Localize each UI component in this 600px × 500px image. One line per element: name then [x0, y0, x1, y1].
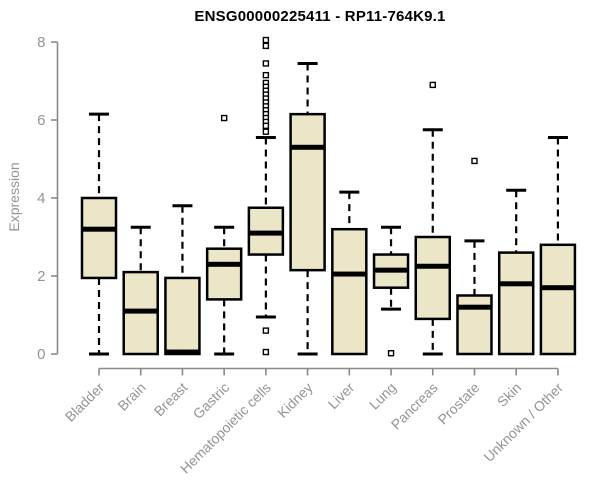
x-category-label-10: Skin [494, 379, 525, 410]
outlier-hematopoietic-cells-18 [262, 348, 270, 356]
y-tick-label-2: 2 [37, 268, 45, 285]
y-tick-label-4: 4 [37, 190, 45, 207]
outlier-hematopoietic-cells-16 [262, 128, 270, 135]
outlier-hematopoietic-cells-0 [262, 36, 270, 44]
median-bladder [82, 226, 116, 232]
boxplot-brain [122, 225, 159, 356]
y-axis-title: Expression [6, 162, 22, 232]
y-tick-label-8: 8 [37, 34, 45, 51]
median-unknown-other [540, 285, 575, 291]
boxplot-gastric [205, 114, 243, 356]
median-skin [499, 281, 534, 287]
x-category-label-11: Unknown / Other [480, 379, 566, 465]
box-skin [497, 251, 535, 356]
boxplot-hematopoietic-cells [247, 36, 285, 356]
box-bladder [80, 196, 118, 280]
x-category-label-7: Lung [366, 379, 399, 412]
outlier-hematopoietic-cells-3 [262, 71, 270, 79]
median-breast [165, 349, 200, 355]
median-liver [332, 271, 367, 277]
boxplot-pancreas [414, 81, 452, 356]
x-category-label-6: Liver [325, 379, 358, 412]
outlier-prostate-0 [471, 157, 478, 165]
box-gastric [205, 247, 243, 301]
median-kidney [290, 144, 325, 150]
outlier-hematopoietic-cells-17 [262, 327, 270, 334]
x-category-label-0: Bladder [62, 379, 108, 425]
boxplot-skin [497, 188, 535, 356]
outlier-hematopoietic-cells-1 [262, 42, 270, 50]
boxplot-bladder [80, 112, 118, 356]
outlier-lung-0 [387, 350, 395, 357]
boxplot-lung [372, 225, 410, 357]
boxplot-prostate [456, 157, 493, 356]
boxplot-unknown-other [539, 136, 577, 356]
box-liver [331, 227, 368, 356]
box-unknown-other [539, 243, 577, 356]
outlier-gastric-0 [220, 114, 228, 122]
boxplot-kidney [289, 61, 326, 356]
box-kidney [289, 112, 326, 272]
median-pancreas [415, 263, 450, 269]
box-pancreas [414, 235, 452, 321]
box-breast [164, 276, 201, 356]
median-hematopoietic-cells [248, 230, 283, 236]
x-category-label-9: Prostate [434, 379, 482, 427]
median-gastric [207, 261, 242, 267]
outlier-hematopoietic-cells-2 [262, 60, 270, 67]
x-category-label-1: Brain [114, 379, 148, 413]
x-category-label-2: Breast [151, 379, 191, 419]
y-tick-label-6: 6 [37, 112, 45, 129]
median-lung [374, 267, 409, 273]
y-tick-label-0: 0 [37, 346, 45, 363]
outlier-hematopoietic-cells-15 [262, 122, 270, 130]
median-brain [123, 308, 158, 314]
median-prostate [457, 304, 492, 310]
outlier-pancreas-0 [429, 81, 436, 89]
boxplot-breast [164, 204, 201, 356]
boxplot-liver [331, 190, 368, 356]
x-category-label-5: Kidney [274, 379, 316, 421]
box-prostate [456, 294, 493, 356]
chart-title: ENSG00000225411 - RP11-764K9.1 [194, 8, 446, 25]
